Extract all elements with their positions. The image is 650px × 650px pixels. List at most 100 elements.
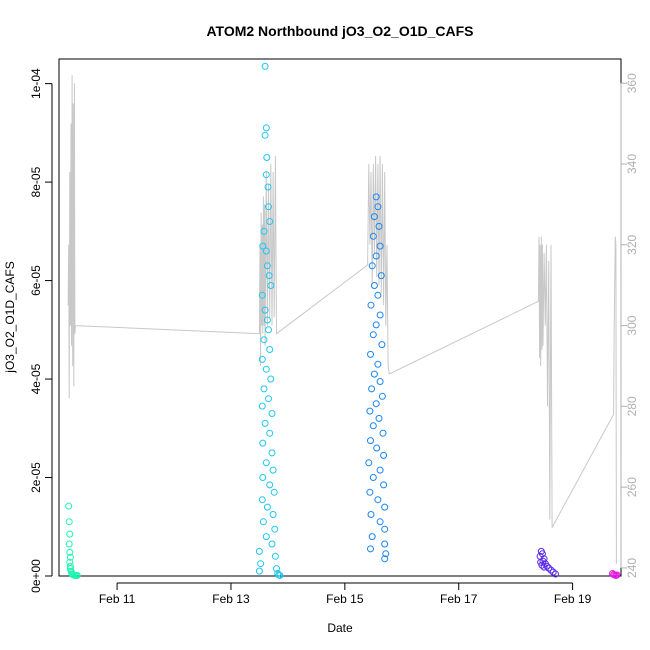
data-point: [260, 227, 268, 235]
data-point: [376, 466, 384, 474]
y-tick-label: 2e-05: [29, 462, 43, 493]
right-tick-label: 360: [625, 73, 639, 93]
data-point: [382, 550, 390, 558]
data-point: [613, 571, 621, 579]
data-point: [369, 474, 377, 481]
data-point: [540, 563, 548, 571]
data-point: [267, 282, 275, 289]
data-point: [372, 252, 380, 260]
secondary-series-line: [67, 75, 617, 564]
data-point: [368, 385, 376, 393]
data-point: [263, 262, 271, 270]
data-point: [374, 496, 382, 504]
data-point: [381, 525, 389, 533]
data-point: [262, 459, 270, 467]
data-point: [271, 552, 279, 560]
data-point: [66, 548, 74, 556]
x-axis: Feb 11 Feb 13 Feb 15 Feb 17 Feb 19: [99, 582, 592, 606]
data-point: [270, 488, 278, 496]
x-tick-label: Feb 13: [212, 592, 250, 606]
data-point: [372, 400, 380, 408]
data-point: [66, 530, 74, 538]
data-point: [381, 540, 389, 548]
data-point: [366, 407, 374, 415]
data-point: [367, 301, 375, 309]
x-tick-label: Feb 19: [554, 592, 592, 606]
x-tick-label: Feb 17: [440, 592, 478, 606]
y-tick-label: 4e-05: [29, 363, 43, 394]
data-point: [545, 564, 553, 572]
data-point: [370, 282, 378, 289]
data-point: [269, 466, 277, 474]
data-point: [263, 154, 271, 161]
data-point: [374, 360, 382, 368]
data-point: [547, 566, 555, 574]
data-point: [273, 565, 280, 573]
data-point: [376, 242, 384, 250]
y-tick-label: 1e-04: [29, 68, 43, 99]
data-point: [255, 547, 263, 555]
data-point: [370, 370, 378, 378]
data-point: [258, 355, 266, 363]
data-point: [259, 474, 267, 481]
data-point: [255, 567, 263, 575]
data-point: [259, 242, 267, 250]
data-point: [376, 378, 384, 385]
data-point: [276, 572, 284, 579]
data-point: [259, 518, 267, 526]
data-point: [274, 570, 282, 577]
right-tick-label: 260: [625, 477, 639, 497]
data-point: [376, 518, 384, 526]
data-point: [381, 503, 389, 511]
data-point: [381, 555, 389, 563]
data-point: [260, 336, 268, 344]
data-point: [369, 232, 377, 240]
data-point: [73, 572, 81, 579]
right-tick-label: 340: [625, 154, 639, 174]
data-point: [379, 429, 387, 437]
data-point: [65, 502, 73, 510]
data-point: [262, 171, 270, 179]
data-point: [262, 124, 270, 132]
data-point: [370, 213, 378, 221]
secondary-line-layer: [67, 75, 617, 564]
data-point: [367, 350, 374, 358]
points-layer: [65, 62, 621, 579]
data-point: [380, 481, 388, 489]
data-point: [269, 511, 277, 518]
data-point: [266, 429, 274, 437]
data-point: [265, 326, 272, 334]
data-point: [366, 488, 374, 496]
data-point: [261, 62, 269, 70]
y-axis-label: jO3_O2_O1D_CAFS: [3, 261, 17, 373]
data-point: [378, 392, 386, 400]
data-point: [265, 272, 273, 280]
data-point: [375, 222, 383, 230]
y-tick-label: 6e-05: [29, 265, 43, 296]
data-point: [267, 375, 275, 383]
right-tick-label: 280: [625, 396, 639, 416]
data-point: [376, 311, 384, 319]
data-point: [367, 545, 374, 553]
data-point: [543, 562, 551, 570]
data-point: [368, 533, 376, 541]
chart-title: ATOM2 Northbound jO3_O2_O1D_CAFS: [206, 23, 473, 39]
data-point: [265, 203, 272, 211]
data-point: [369, 422, 377, 430]
data-point: [372, 193, 380, 201]
data-point: [268, 410, 276, 417]
data-point: [264, 183, 272, 191]
data-point: [263, 316, 271, 324]
data-point: [65, 540, 73, 548]
data-point: [552, 570, 559, 578]
data-point: [372, 321, 380, 329]
data-point: [378, 341, 386, 349]
data-point: [538, 561, 546, 569]
data-point: [66, 553, 74, 561]
y-axis: 0e+00 2e-05 4e-05 6e-05 8e-05 1e-04: [29, 68, 53, 593]
data-point: [258, 496, 266, 504]
y-tick-label: 8e-05: [29, 166, 43, 197]
data-point: [257, 560, 265, 568]
data-point: [368, 262, 376, 270]
